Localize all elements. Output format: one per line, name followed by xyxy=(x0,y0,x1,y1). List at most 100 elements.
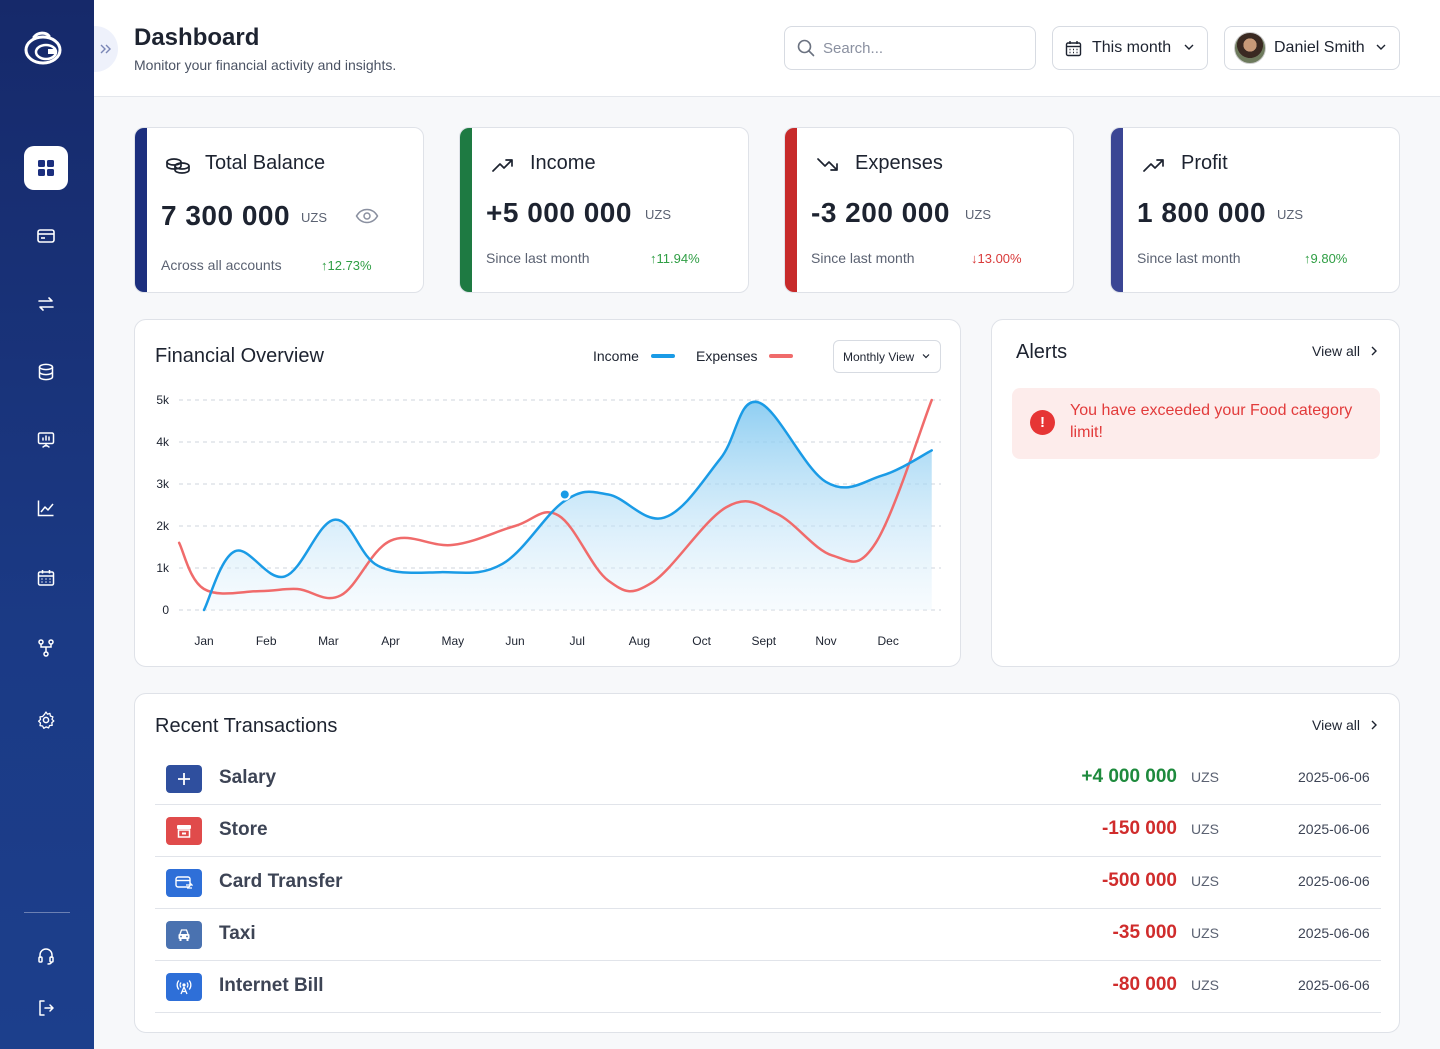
y-tick-label: 3k xyxy=(156,477,170,491)
logo-icon xyxy=(24,31,62,65)
transaction-name: Internet Bill xyxy=(219,975,324,996)
stat-card-expenses: Expenses -3 200 000 UZS Since last month… xyxy=(784,127,1074,293)
transaction-date: 2025-06-06 xyxy=(1298,925,1370,941)
x-tick-label: Jun xyxy=(505,634,524,648)
legend-label: Income xyxy=(593,348,639,364)
calendar-icon xyxy=(1065,40,1082,56)
alerts-view-all-link[interactable]: View all xyxy=(1312,343,1378,359)
nav-calendar[interactable] xyxy=(24,556,68,600)
avatar xyxy=(1234,32,1266,64)
transaction-amount: -500 000 xyxy=(1101,870,1177,891)
period-select[interactable]: This month xyxy=(1052,26,1208,70)
card-change-value: 9.80% xyxy=(1310,251,1348,266)
toggle-visibility-button[interactable] xyxy=(355,208,379,229)
view-all-label: View all xyxy=(1312,717,1360,733)
headset-icon xyxy=(38,948,54,965)
chevron-down-icon xyxy=(922,354,930,359)
trend-up-icon xyxy=(490,152,516,178)
nav-database[interactable] xyxy=(24,350,68,394)
table-row[interactable]: Salary +4 000 000 UZS 2025-06-06 xyxy=(155,753,1381,805)
nav-support[interactable] xyxy=(24,934,68,978)
arrow-up-icon: ↑ xyxy=(321,258,328,273)
card-change-value: 12.73% xyxy=(327,258,372,273)
card-change: ↑9.80% xyxy=(1304,251,1347,266)
income-area xyxy=(204,401,932,610)
legend-expenses: Expenses xyxy=(696,348,794,364)
calendar-icon xyxy=(37,570,55,586)
card-note: Since last month xyxy=(1137,250,1241,266)
arrow-down-icon: ↓ xyxy=(971,251,978,266)
chevron-down-icon xyxy=(1376,44,1386,50)
presentation-icon xyxy=(37,432,55,448)
transaction-date: 2025-06-06 xyxy=(1298,873,1370,889)
search-input[interactable] xyxy=(823,39,1013,57)
chevron-right-icon xyxy=(1371,346,1377,356)
card-change: ↑11.94% xyxy=(650,251,700,266)
nav-settings[interactable] xyxy=(24,698,68,742)
alert-text: You have exceeded your Food category lim… xyxy=(1070,402,1353,441)
stat-card-profit: Profit 1 800 000 UZS Since last month ↑9… xyxy=(1110,127,1400,293)
legend-income: Income xyxy=(593,348,675,364)
search-box[interactable] xyxy=(784,26,1036,70)
recent-transactions-panel: Recent Transactions View all Salary +4 0… xyxy=(134,693,1400,1033)
transaction-name: Salary xyxy=(219,767,277,788)
card-accent-bar xyxy=(460,128,472,292)
x-tick-label: Dec xyxy=(878,634,899,648)
card-note: Since last month xyxy=(811,250,915,266)
transactions-view-all-link[interactable]: View all xyxy=(1312,717,1378,733)
arrow-up-icon: ↑ xyxy=(650,251,657,266)
card-change: ↑12.73% xyxy=(321,258,372,273)
y-tick-label: 2k xyxy=(156,519,170,533)
transaction-name: Store xyxy=(219,819,268,840)
financial-overview-panel: 0 1k 2k 3k 4k 5k Jan Feb Mar Apr May Jun Jul Aug Oct Se… xyxy=(134,319,961,667)
card-accent-bar xyxy=(1111,128,1123,292)
card-amount: 7 300 000 xyxy=(161,200,291,231)
view-mode-select[interactable]: Monthly View xyxy=(833,340,941,373)
table-row[interactable]: Internet Bill -80 000 UZS 2025-06-06 xyxy=(155,961,1381,1013)
nav-structure[interactable] xyxy=(24,626,68,670)
store-icon xyxy=(166,817,202,845)
nav-dashboard[interactable] xyxy=(24,146,68,190)
x-tick-label: Feb xyxy=(256,634,277,648)
legend-swatch xyxy=(650,354,675,358)
line-chart-icon xyxy=(37,500,54,517)
nav-logout[interactable] xyxy=(24,986,68,1030)
table-row[interactable]: Store -150 000 UZS 2025-06-06 xyxy=(155,805,1381,857)
transaction-amount: -150 000 xyxy=(1101,818,1177,839)
nav-transfers[interactable] xyxy=(24,282,68,326)
card-note: Across all accounts xyxy=(161,257,282,273)
transaction-currency: UZS xyxy=(1191,769,1219,785)
transaction-amount: +4 000 000 xyxy=(1081,766,1177,787)
search-icon xyxy=(797,39,815,57)
transaction-date: 2025-06-06 xyxy=(1298,977,1370,993)
page-title: Dashboard xyxy=(134,24,260,51)
network-icon xyxy=(38,639,54,657)
user-menu[interactable]: Daniel Smith xyxy=(1224,26,1400,70)
y-tick-label: 5k xyxy=(156,393,170,407)
income-line xyxy=(202,400,933,612)
x-tick-label: Nov xyxy=(815,634,836,648)
antenna-icon xyxy=(166,973,202,1001)
view-all-label: View all xyxy=(1312,343,1360,359)
chevron-down-icon xyxy=(1184,44,1194,50)
nav-analytics[interactable] xyxy=(24,486,68,530)
card-change: ↓13.00% xyxy=(971,251,1022,266)
app-logo[interactable] xyxy=(24,30,62,66)
x-tick-label: Jan xyxy=(194,634,213,648)
transaction-currency: UZS xyxy=(1191,873,1219,889)
x-tick-label: Mar xyxy=(318,634,339,648)
table-row[interactable]: Card Transfer -500 000 UZS 2025-06-06 xyxy=(155,857,1381,909)
card-title: Profit xyxy=(1181,152,1228,174)
alert-item[interactable]: ! You have exceeded your Food category l… xyxy=(1012,388,1380,459)
legend-swatch xyxy=(769,354,794,358)
plus-icon xyxy=(166,765,202,793)
table-row[interactable]: Taxi -35 000 UZS 2025-06-06 xyxy=(155,909,1381,961)
nav-cards[interactable] xyxy=(24,214,68,258)
x-tick-label: Aug xyxy=(629,634,650,648)
user-name: Daniel Smith xyxy=(1274,39,1365,56)
card-icon xyxy=(37,229,55,243)
nav-reports[interactable] xyxy=(24,418,68,462)
x-tick-label: Apr xyxy=(381,634,400,648)
legend-label: Expenses xyxy=(696,348,758,364)
transaction-name: Taxi xyxy=(219,923,256,944)
